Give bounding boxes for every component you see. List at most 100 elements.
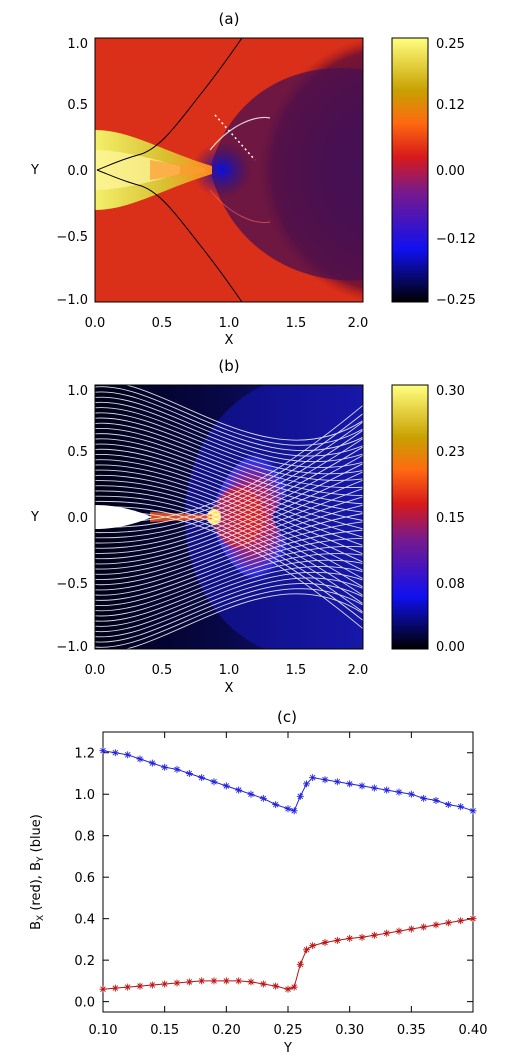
y-tick-label: 0.4 (74, 913, 95, 928)
panel-a-xlabel: X (225, 333, 234, 348)
panel-c-ylabel-sub: Y (36, 856, 46, 863)
field-line (95, 566, 363, 627)
panel-a-colorbar-strip (391, 37, 429, 303)
field-line (95, 479, 363, 570)
series-point-1 (284, 985, 292, 993)
panel-b-cbar-tick: 0.00 (436, 640, 465, 655)
series-point-0 (284, 805, 292, 813)
series-point-1 (235, 977, 243, 985)
field-line (95, 583, 363, 643)
series-point-0 (309, 774, 317, 782)
series-point-0 (432, 796, 440, 804)
series-line-0 (102, 750, 474, 812)
field-line (95, 422, 363, 489)
panel-a-xtick: 1.5 (286, 316, 307, 331)
panel-b-cbar-tick: 0.30 (436, 384, 465, 399)
panel-a-cbar-tick: −0.12 (436, 232, 476, 247)
field-line (95, 545, 363, 612)
series-point-1 (161, 980, 169, 988)
panel-a-xtick: 1.0 (219, 316, 240, 331)
panel-c-xlabel: Y (283, 1041, 292, 1056)
panel-a-colorbar: 0.25 0.12 0.00 −0.12 −0.25 (391, 37, 476, 308)
series-point-1 (469, 915, 477, 923)
series-point-0 (469, 807, 477, 815)
series-point-0 (407, 790, 415, 798)
series-point-0 (420, 794, 428, 802)
panel-a-xticks: 0.0 0.5 1.0 1.5 2.0 (85, 316, 369, 331)
field-line (95, 464, 363, 555)
series-point-0 (296, 792, 304, 800)
panel-c-frame (102, 731, 474, 1013)
field-line (95, 463, 363, 560)
series-point-1 (173, 979, 181, 987)
panel-b-ylabel: Y (30, 510, 39, 525)
panel-a-title: (a) (219, 10, 240, 28)
field-line (95, 433, 363, 505)
field-line (95, 396, 363, 457)
field-line (95, 438, 363, 544)
field-line (95, 407, 363, 468)
field-line (95, 429, 363, 539)
series-point-1 (370, 931, 378, 939)
series-point-0 (321, 776, 329, 784)
series-point-1 (333, 936, 341, 944)
x-tick-label: 0.40 (459, 1023, 488, 1038)
panel-b-xtick: 1.5 (286, 663, 307, 678)
series-point-0 (148, 759, 156, 767)
panel-c-title: (c) (277, 708, 297, 726)
field-line (95, 402, 363, 463)
field-line (95, 504, 363, 586)
series-point-0 (210, 778, 218, 786)
field-line (95, 391, 363, 451)
series-point-1 (346, 934, 354, 942)
x-tick-label: 0.15 (150, 1023, 179, 1038)
panel-a-ytick: 0.0 (67, 164, 88, 179)
series-point-0 (124, 751, 132, 759)
series-point-0 (185, 769, 193, 777)
field-line (95, 443, 363, 521)
panel-b-xticks: 0.0 0.5 1.0 1.5 2.0 (85, 663, 369, 678)
panel-a-ytick: 0.5 (67, 98, 88, 113)
panel-b-colorbar-strip (391, 384, 429, 650)
series-point-1 (407, 925, 415, 933)
series-point-1 (432, 921, 440, 929)
panel-c-ticks: 0.10 0.15 0.20 0.25 0.30 0.35 0.40 0.0 0.2 0.4 0.6… (74, 732, 487, 1038)
panel-c-plot (99, 747, 477, 993)
x-tick-label: 0.35 (397, 1023, 426, 1038)
x-tick-label: 0.20 (212, 1023, 241, 1038)
panel-b-cbar-tick: 0.15 (436, 511, 465, 526)
series-point-1 (148, 981, 156, 989)
series-point-1 (185, 978, 193, 986)
field-line (95, 386, 363, 446)
field-line (95, 459, 363, 546)
series-point-1 (111, 984, 119, 992)
panel-b-ytick: 0.0 (67, 511, 88, 526)
panel-b: (b) 0.0 0.5 1.0 1.5 2.0 1.0 0.5 0.0 −0.5… (30, 357, 465, 696)
panel-a-ytick: −1.0 (56, 293, 88, 308)
field-line (95, 438, 363, 513)
field-line (95, 454, 363, 554)
panel-a-frame (94, 37, 364, 303)
panel-c-ylabel-part: (blue) (29, 814, 44, 856)
field-line (95, 588, 363, 648)
field-line (95, 446, 363, 549)
panel-a-cbar-tick: 0.25 (436, 37, 465, 52)
field-line (95, 495, 363, 605)
series-point-1 (444, 919, 452, 927)
panel-b-field-lines (95, 385, 363, 649)
panel-a-cbar-tick: 0.12 (436, 98, 465, 113)
series-point-1 (198, 977, 206, 985)
panel-c-ylabel-sub: X (36, 915, 46, 921)
field-line (95, 474, 363, 571)
series-point-0 (333, 778, 341, 786)
panel-b-colorbar: 0.30 0.23 0.15 0.08 0.00 (391, 384, 465, 655)
panel-c: (c) 0.10 0.15 0.20 0.25 0.30 0.35 0.400.00.20.… (29, 708, 487, 1056)
series-point-0 (272, 801, 280, 809)
series-point-0 (444, 801, 452, 809)
field-line (95, 485, 363, 588)
y-tick-label: 0.0 (74, 996, 95, 1011)
panel-a-ylabel: Y (30, 163, 39, 178)
panel-b-xtick: 1.0 (219, 663, 240, 678)
panel-b-ytick: 1.0 (67, 384, 88, 399)
